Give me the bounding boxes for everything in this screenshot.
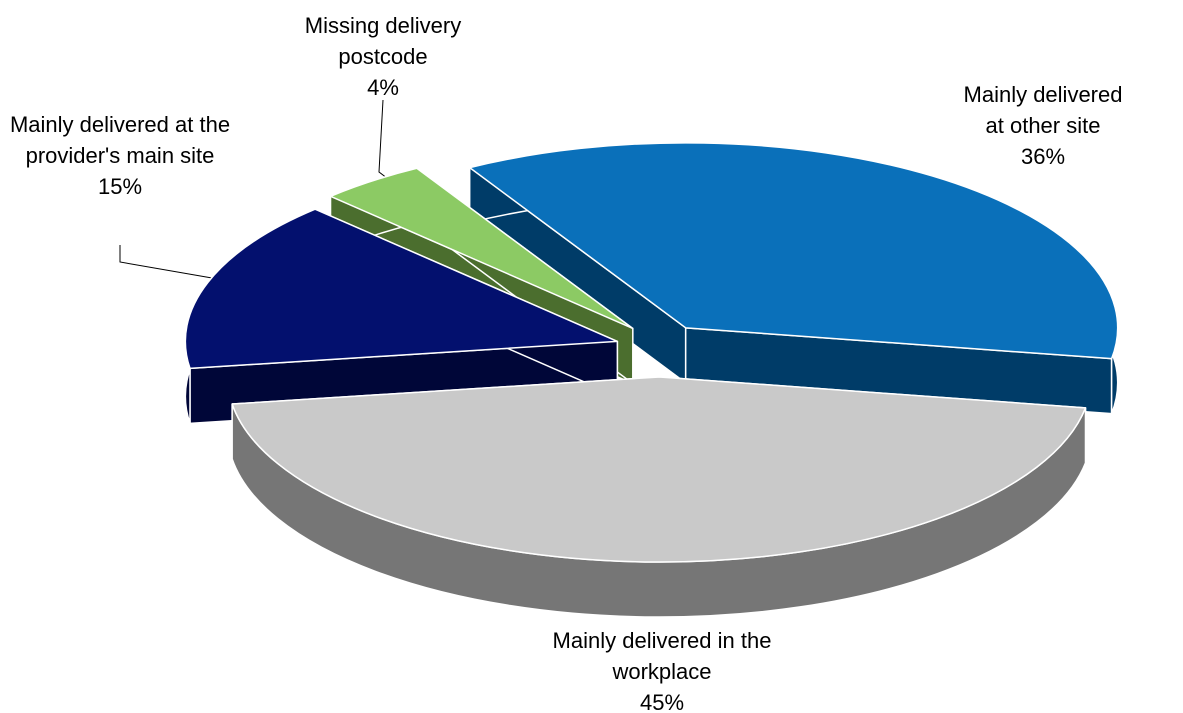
slice-label: Mainly delivered at the provider's main s… — [10, 112, 230, 168]
label-line: provider's main site — [26, 143, 215, 168]
slice-label: Mainly delivered at other site — [964, 82, 1123, 138]
slice-top — [231, 376, 1087, 563]
slice — [231, 376, 1087, 618]
label-line: Missing delivery — [305, 13, 462, 38]
value-label: 15% — [98, 174, 142, 199]
value-label: 36% — [1021, 144, 1065, 169]
slice-top — [329, 167, 634, 330]
slice-top — [468, 142, 1119, 360]
label-line: Mainly delivered in the — [553, 628, 772, 653]
value-label: 45% — [640, 690, 684, 713]
leader-line — [119, 245, 213, 279]
value-label: 4% — [367, 75, 399, 100]
slice-top — [184, 208, 619, 370]
label-line: at other site — [986, 113, 1101, 138]
label-line: Mainly delivered — [964, 82, 1123, 107]
label-line: Mainly delivered at the — [10, 112, 230, 137]
slice-label: Mainly delivered in the workplace — [553, 628, 772, 684]
leader-line — [378, 99, 397, 186]
label-line: workplace — [611, 659, 711, 684]
slice-label: Missing delivery postcode — [305, 13, 462, 69]
label-line: postcode — [338, 44, 427, 69]
